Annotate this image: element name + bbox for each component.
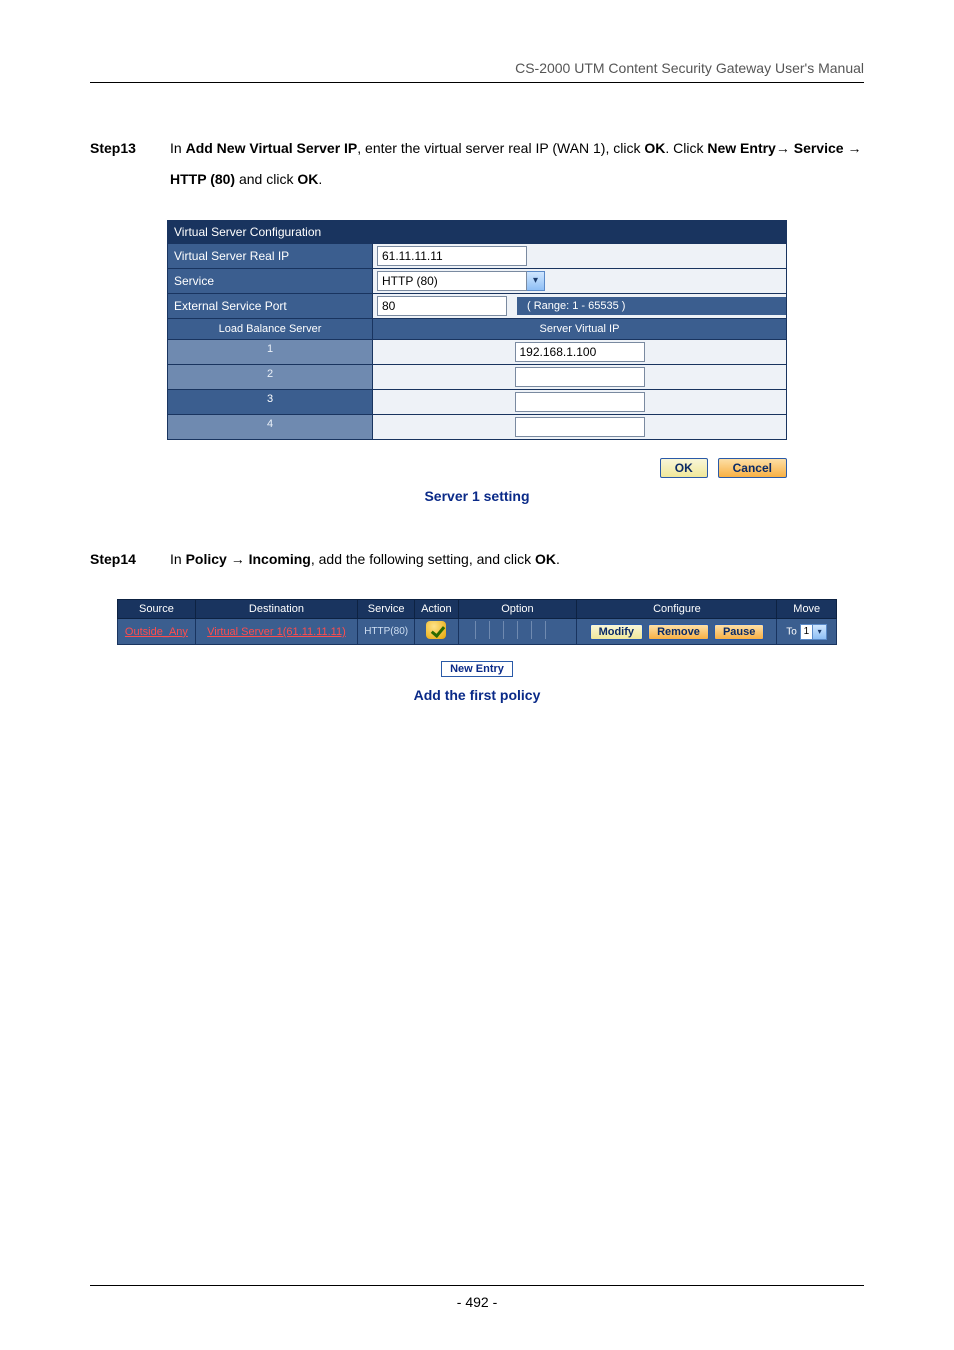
col-move: Move xyxy=(777,600,837,619)
lb-row-num: 4 xyxy=(168,415,373,439)
lb-row-4-input[interactable] xyxy=(515,417,645,437)
t: . xyxy=(556,551,560,567)
page-footer: - 492 - xyxy=(90,1285,864,1310)
t: , add the following setting, and click xyxy=(311,551,535,567)
col-source: Source xyxy=(118,600,196,619)
t: OK xyxy=(535,551,556,567)
vs-real-ip-input[interactable] xyxy=(377,246,527,266)
t: In xyxy=(170,140,186,156)
t: . xyxy=(318,171,322,187)
vs-service-label: Service xyxy=(168,269,373,293)
col-service: Service xyxy=(358,600,415,619)
vs-real-ip-label: Virtual Server Real IP xyxy=(168,244,373,268)
policy-row: Outside_Any Virtual Server 1(61.11.11.11… xyxy=(118,619,837,645)
arrow-icon: → xyxy=(776,140,790,156)
policy-service: HTTP(80) xyxy=(358,619,415,645)
step13-label: Step13 xyxy=(90,133,170,195)
chevron-down-icon[interactable]: ▾ xyxy=(813,624,827,640)
move-select[interactable]: 1 xyxy=(800,624,814,640)
policy-caption: Add the first policy xyxy=(117,687,837,703)
step14-body: In Policy → Incoming, add the following … xyxy=(170,544,864,575)
page-header: CS-2000 UTM Content Security Gateway Use… xyxy=(90,60,864,83)
t: , enter the virtual server real IP (WAN … xyxy=(357,140,644,156)
col-destination: Destination xyxy=(195,600,357,619)
vs-port-label: External Service Port xyxy=(168,294,373,318)
vs-service-select[interactable] xyxy=(377,271,527,291)
policy-destination-link[interactable]: Virtual Server 1(61.11.11.11) xyxy=(207,626,346,638)
modify-button[interactable]: Modify xyxy=(590,624,643,640)
vs-button-row: OK Cancel xyxy=(167,458,787,478)
policy-table-wrap: Source Destination Service Action Option… xyxy=(117,599,837,703)
t: OK xyxy=(644,140,665,156)
remove-button[interactable]: Remove xyxy=(648,624,709,640)
t: Policy xyxy=(186,551,231,567)
step14-label: Step14 xyxy=(90,544,170,575)
t: HTTP (80) xyxy=(170,171,239,187)
manual-title: CS-2000 UTM Content Security Gateway Use… xyxy=(515,60,864,76)
step14: Step14 In Policy → Incoming, add the fol… xyxy=(90,544,864,575)
policy-table: Source Destination Service Action Option… xyxy=(117,599,837,645)
vs-port-range: ( Range: 1 - 65535 ) xyxy=(517,297,786,315)
col-configure: Configure xyxy=(577,600,777,619)
step13: Step13 In Add New Virtual Server IP, ent… xyxy=(90,133,864,195)
virtual-server-panel: Virtual Server Configuration Virtual Ser… xyxy=(167,220,787,440)
lb-row-2-input[interactable] xyxy=(515,367,645,387)
new-entry-button[interactable]: New Entry xyxy=(441,661,513,677)
chevron-down-icon[interactable]: ▾ xyxy=(527,271,545,291)
policy-configure: Modify Remove Pause xyxy=(577,619,777,645)
step13-body: In Add New Virtual Server IP, enter the … xyxy=(170,133,864,195)
lb-row-3-input[interactable] xyxy=(515,392,645,412)
lb-row-num: 2 xyxy=(168,365,373,389)
col-option: Option xyxy=(458,600,577,619)
vs-port-input[interactable] xyxy=(377,296,507,316)
pause-button[interactable]: Pause xyxy=(714,624,764,640)
t: . Click xyxy=(665,140,707,156)
arrow-icon: → xyxy=(847,140,861,156)
col-action: Action xyxy=(415,600,458,619)
vs-title: Virtual Server Configuration xyxy=(168,221,786,243)
t: and click xyxy=(239,171,297,187)
vs-vip-header: Server Virtual IP xyxy=(373,319,786,339)
t: OK xyxy=(297,171,318,187)
lb-row-1-input[interactable] xyxy=(515,342,645,362)
lb-row-num: 1 xyxy=(168,340,373,364)
t: Add New Virtual Server IP xyxy=(186,140,358,156)
t: In xyxy=(170,551,186,567)
page-number: - 492 - xyxy=(457,1294,497,1310)
ok-button[interactable]: OK xyxy=(660,458,708,478)
move-to-label: To xyxy=(786,627,797,638)
policy-move: To 1 ▾ xyxy=(777,619,837,645)
vs-caption: Server 1 setting xyxy=(90,488,864,504)
policy-source-link[interactable]: Outside_Any xyxy=(125,626,188,638)
permit-icon xyxy=(426,621,446,639)
t: Incoming xyxy=(245,551,311,567)
arrow-icon: → xyxy=(231,551,245,567)
vs-lb-header: Load Balance Server xyxy=(168,319,373,339)
lb-row-num: 3 xyxy=(168,390,373,414)
t: Service xyxy=(790,140,848,156)
cancel-button[interactable]: Cancel xyxy=(718,458,787,478)
t: New Entry xyxy=(707,140,775,156)
policy-options xyxy=(458,619,577,645)
